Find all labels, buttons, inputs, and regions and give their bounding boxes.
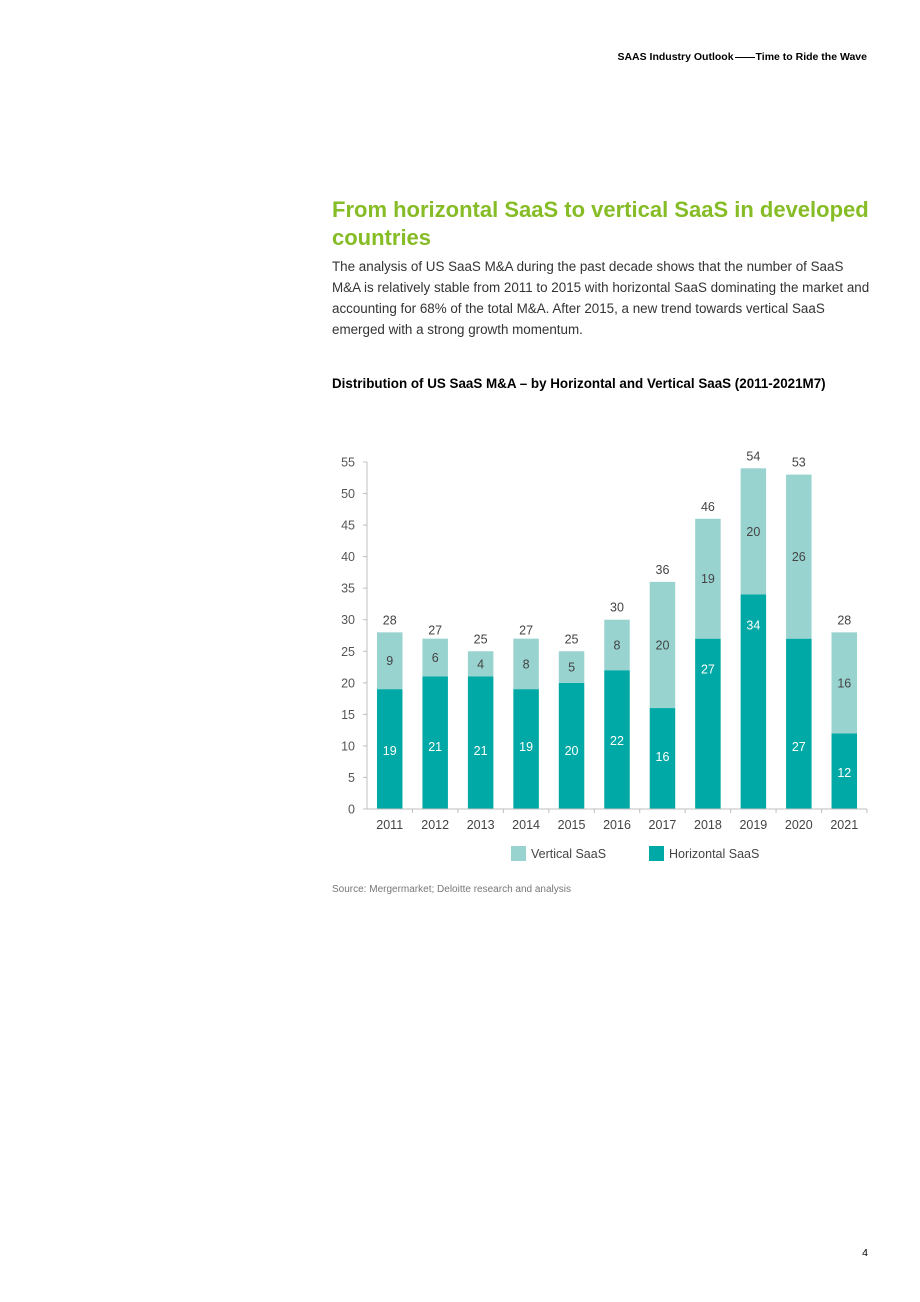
bar-vertical-2021 bbox=[831, 632, 858, 734]
header-title: SAAS Industry Outlook bbox=[617, 51, 734, 63]
y-tick-label: 0 bbox=[348, 803, 355, 817]
y-tick-label: 30 bbox=[341, 613, 355, 627]
x-tick-label: 2018 bbox=[694, 818, 722, 832]
data-label-vertical: 6 bbox=[432, 651, 439, 665]
legend-label: Horizontal SaaS bbox=[669, 847, 759, 861]
data-label-vertical: 19 bbox=[701, 572, 715, 586]
bar-vertical-2016 bbox=[604, 619, 630, 671]
bar-vertical-2011 bbox=[376, 632, 403, 690]
data-label-vertical: 8 bbox=[523, 657, 530, 671]
chart-title: Distribution of US SaaS M&A – by Horizon… bbox=[332, 376, 826, 391]
data-label-total: 27 bbox=[428, 624, 442, 638]
bar-horizontal-2011 bbox=[376, 689, 403, 809]
data-label-total: 54 bbox=[746, 449, 760, 463]
y-tick-label: 20 bbox=[341, 676, 355, 690]
data-label-vertical: 16 bbox=[837, 676, 851, 690]
y-tick-label: 50 bbox=[341, 487, 355, 501]
data-label-total: 36 bbox=[656, 563, 670, 577]
y-tick-label: 10 bbox=[341, 739, 355, 753]
legend-swatch bbox=[649, 846, 664, 861]
data-label-total: 25 bbox=[565, 632, 579, 646]
bar-horizontal-2016 bbox=[604, 670, 630, 809]
bar-horizontal-2021 bbox=[831, 733, 858, 809]
data-label-vertical: 9 bbox=[386, 654, 393, 668]
bar-horizontal-2017 bbox=[649, 708, 676, 809]
data-label-horizontal: 19 bbox=[383, 744, 397, 758]
data-label-total: 30 bbox=[610, 601, 624, 615]
y-tick-label: 25 bbox=[341, 645, 355, 659]
y-tick-label: 5 bbox=[348, 771, 355, 785]
data-label-total: 28 bbox=[837, 613, 851, 627]
data-label-horizontal: 19 bbox=[519, 740, 533, 754]
data-label-horizontal: 16 bbox=[656, 750, 670, 764]
x-tick-label: 2021 bbox=[830, 818, 858, 832]
data-label-vertical: 5 bbox=[568, 661, 575, 675]
y-tick-label: 45 bbox=[341, 519, 355, 533]
x-tick-label: 2013 bbox=[467, 818, 495, 832]
data-label-vertical: 20 bbox=[746, 525, 760, 539]
x-tick-label: 2017 bbox=[649, 818, 677, 832]
running-header: SAAS Industry Outlook Time to Ride the Wa… bbox=[617, 51, 867, 63]
x-tick-label: 2020 bbox=[785, 818, 813, 832]
x-tick-label: 2016 bbox=[603, 818, 631, 832]
source-note: Source: Mergermarket; Deloitte research … bbox=[332, 884, 571, 895]
x-axis: 2011 2012 2013 2014 2015 2016 2017 2018 2019 2020… bbox=[367, 808, 868, 832]
data-label-horizontal: 34 bbox=[746, 618, 760, 632]
bar-horizontal-2014 bbox=[513, 689, 539, 809]
header-separator bbox=[734, 56, 755, 58]
data-label-horizontal: 27 bbox=[701, 663, 715, 677]
bar-horizontal-2015 bbox=[558, 682, 585, 809]
bar-horizontal-2012 bbox=[422, 676, 448, 809]
bar-vertical-2015 bbox=[558, 651, 585, 683]
legend-swatch bbox=[511, 846, 526, 861]
bar-vertical-2019 bbox=[740, 468, 767, 595]
section-heading: From horizontal SaaS to vertical SaaS in… bbox=[332, 197, 869, 250]
bar-vertical-2017 bbox=[649, 581, 676, 709]
y-tick-label: 55 bbox=[341, 456, 355, 470]
bar-vertical-2018 bbox=[695, 518, 721, 639]
x-tick-label: 2012 bbox=[421, 818, 449, 832]
data-label-vertical: 8 bbox=[614, 638, 621, 652]
y-tick-label: 40 bbox=[341, 550, 355, 564]
bar-horizontal-2013 bbox=[467, 676, 494, 809]
x-tick-label: 2011 bbox=[376, 818, 403, 832]
y-tick-label: 35 bbox=[341, 582, 355, 596]
page-number: 4 bbox=[862, 1247, 868, 1259]
x-tick-label: 2019 bbox=[739, 818, 767, 832]
bar-horizontal-2018 bbox=[695, 638, 721, 809]
data-label-total: 25 bbox=[474, 632, 488, 646]
data-label-total: 27 bbox=[519, 624, 533, 638]
legend: Vertical SaaS Horizontal SaaS bbox=[511, 846, 759, 861]
data-label-vertical: 4 bbox=[477, 657, 484, 671]
bar-horizontal-2020 bbox=[786, 638, 812, 809]
intro-paragraph: The analysis of US SaaS M&A during the p… bbox=[332, 259, 870, 337]
bar-vertical-2012 bbox=[422, 638, 448, 677]
data-label-horizontal: 20 bbox=[565, 744, 579, 758]
data-label-horizontal: 27 bbox=[792, 740, 806, 754]
y-axis: 0 5 10 15 20 25 30 35 40 45 50 55 bbox=[341, 456, 368, 817]
bar-vertical-2013 bbox=[467, 651, 494, 677]
bars: 19 9 28 21 6 27 21 4 25 19 8 27 20 5 25 22 8 30 16 20 36 27 19… bbox=[376, 449, 858, 809]
data-label-total: 53 bbox=[792, 456, 806, 470]
data-label-horizontal: 21 bbox=[428, 740, 442, 754]
data-label-total: 46 bbox=[701, 500, 715, 514]
bar-vertical-2014 bbox=[513, 638, 539, 690]
legend-label: Vertical SaaS bbox=[531, 847, 606, 861]
x-tick-label: 2014 bbox=[512, 818, 540, 832]
data-label-total: 28 bbox=[383, 613, 397, 627]
x-tick-label: 2015 bbox=[558, 818, 586, 832]
bar-vertical-2020 bbox=[786, 474, 812, 639]
header-subtitle: Time to Ride the Wave bbox=[755, 51, 867, 63]
y-tick-label: 15 bbox=[341, 708, 355, 722]
data-label-horizontal: 22 bbox=[610, 734, 624, 748]
data-label-vertical: 26 bbox=[792, 550, 806, 564]
bar-horizontal-2019 bbox=[740, 594, 767, 809]
data-label-horizontal: 21 bbox=[474, 744, 488, 758]
data-label-vertical: 20 bbox=[656, 638, 670, 652]
data-label-horizontal: 12 bbox=[837, 766, 851, 780]
